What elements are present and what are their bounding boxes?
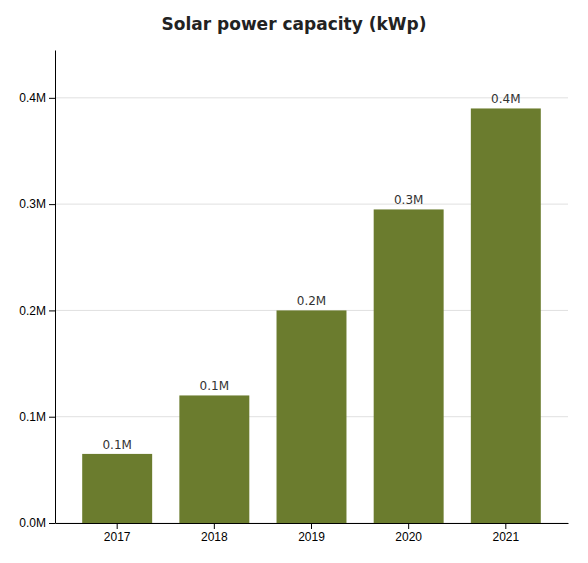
bar (179, 395, 249, 523)
tick-mark (408, 523, 409, 529)
tick: 2019 (298, 523, 325, 544)
data-label: 0.3M (394, 193, 423, 207)
bar (82, 454, 152, 523)
tick-mark (49, 204, 55, 205)
tick-label: 0.3M (19, 197, 46, 211)
bars (82, 108, 541, 523)
tick-label: 2017 (104, 530, 131, 544)
chart: 0.1M 0.1M 0.2M 0.3M 0.4M 0.0M 0.1M 0.2M 0.3M 0.4M… (0, 0, 588, 563)
tick-label: 0.4M (19, 91, 46, 105)
tick: 2021 (492, 523, 519, 544)
data-label: 0.1M (102, 438, 131, 452)
tick-label: 0.1M (19, 410, 46, 424)
bar (277, 310, 347, 523)
tick: 0.1M (19, 410, 55, 424)
tick-mark (49, 310, 55, 311)
tick-mark (49, 98, 55, 99)
tick-mark (117, 523, 118, 529)
data-label: 0.1M (200, 379, 229, 393)
tick: 0.4M (19, 91, 55, 105)
x-axis: 2017 2018 2019 2020 2021 (56, 523, 569, 544)
tick-label: 0.2M (19, 304, 46, 318)
data-labels: 0.1M 0.1M 0.2M 0.3M 0.4M (102, 92, 520, 451)
tick-label: 2018 (201, 530, 228, 544)
tick-label: 0.0M (19, 516, 46, 530)
tick: 2018 (201, 523, 228, 544)
tick-mark (49, 523, 55, 524)
tick-label: 2020 (395, 530, 422, 544)
tick-mark (214, 523, 215, 529)
bar (374, 209, 444, 523)
tick-mark (311, 523, 312, 529)
tick: 0.3M (19, 197, 55, 211)
tick-mark (49, 417, 55, 418)
title: Solar power capacity (kWp) (162, 14, 427, 34)
tick-label: 2019 (298, 530, 325, 544)
bar (471, 108, 541, 523)
axis-line (55, 51, 56, 524)
y-axis: 0.0M 0.1M 0.2M 0.3M 0.4M (19, 51, 55, 531)
plot: 0.1M 0.1M 0.2M 0.3M 0.4M 0.0M 0.1M 0.2M 0.3M 0.4M… (19, 51, 568, 544)
tick: 0.2M (19, 304, 55, 318)
grid (55, 98, 568, 523)
tick-label: 2021 (492, 530, 519, 544)
data-label: 0.4M (491, 92, 520, 106)
tick-mark (505, 523, 506, 529)
tick: 2020 (395, 523, 422, 544)
data-label: 0.2M (297, 294, 326, 308)
tick: 0.0M (19, 516, 55, 530)
tick: 2017 (104, 523, 131, 544)
